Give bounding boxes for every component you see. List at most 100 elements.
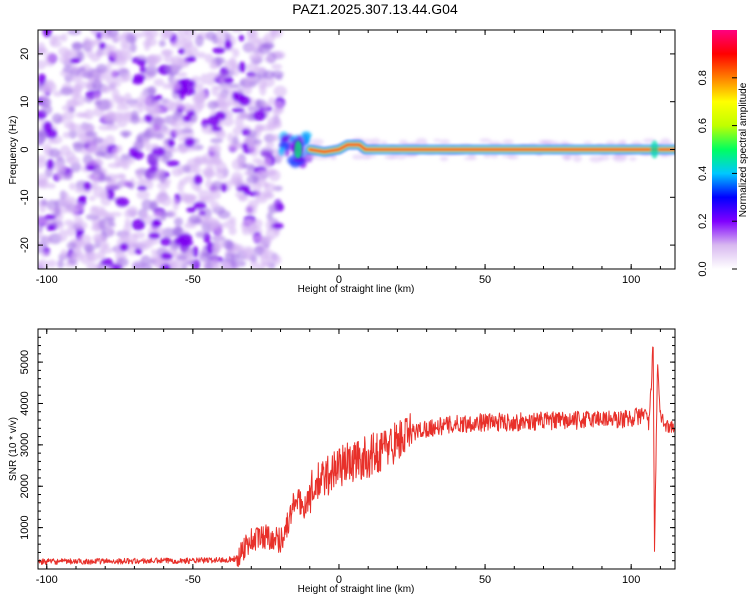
spectrogram-noise-blob xyxy=(192,246,199,258)
spectrogram-noise-blob xyxy=(97,99,111,111)
spectrogram-noise-blob xyxy=(231,253,239,263)
spectrogram-noise-blob xyxy=(234,116,244,129)
spectrogram-noise-blob xyxy=(273,101,284,112)
spectrogram-noise-blob xyxy=(239,111,250,119)
spectrogram-noise-blob xyxy=(91,206,106,213)
spectrogram-haze-blob xyxy=(662,141,674,146)
spectrogram-x-tick-label: 100 xyxy=(622,274,640,286)
spectrogram-noise-blob xyxy=(238,61,246,73)
spectrogram-noise-blob xyxy=(258,43,271,55)
spectrogram-noise-blob xyxy=(57,259,64,269)
spectrogram-noise-blob xyxy=(207,100,219,110)
spectrogram-noise-blob xyxy=(224,59,238,71)
spectrogram-noise-blob xyxy=(257,125,264,131)
spectrogram-haze-blob xyxy=(599,154,610,161)
spectrogram-noise-blob xyxy=(139,239,150,251)
spectrogram-noise-blob xyxy=(170,261,180,268)
spectrogram-noise-blob xyxy=(132,151,144,160)
spectrogram-haze-blob xyxy=(657,141,665,145)
snr-x-tick-label: 100 xyxy=(622,574,640,586)
spectrogram-noise-blob xyxy=(222,116,234,127)
spectrogram-noise-blob xyxy=(131,218,146,231)
spectrogram-noise-blob xyxy=(162,83,171,90)
spectrogram-edge-glow-0 xyxy=(294,140,303,159)
spectrogram-noise-blob xyxy=(152,143,159,149)
spectrogram-noise-blob xyxy=(268,97,276,106)
spectrogram-noise-blob xyxy=(101,176,113,182)
snr-x-axis-label: Height of straight line (km) xyxy=(298,584,415,595)
spectrogram-noise-blob xyxy=(153,116,164,126)
spectrogram-noise-blob xyxy=(111,88,120,99)
spectrogram-noise-blob xyxy=(61,192,70,199)
spectrogram-noise-blob xyxy=(271,70,284,79)
spectrogram-edge-glow-1 xyxy=(650,140,659,159)
spectrogram-haze-blob xyxy=(629,156,637,161)
spectrogram-noise-blob xyxy=(211,180,224,191)
spectrogram-haze-blob xyxy=(315,156,329,160)
spectrogram-noise-blob xyxy=(225,69,234,78)
spectrogram-noise-blob xyxy=(179,147,187,154)
spectrogram-noise-blob xyxy=(273,85,287,98)
spectrogram-noise-blob xyxy=(58,229,68,242)
spectrogram-noise-blob xyxy=(104,111,117,123)
spectrogram-noise-blob xyxy=(149,200,158,211)
spectrogram-haze-blob xyxy=(507,154,519,160)
spectrogram-y-tick-label: 20 xyxy=(19,48,31,60)
spectrogram-noise-blob xyxy=(60,86,74,96)
spectrogram-noise-blob xyxy=(68,122,76,132)
spectrogram-noise-blob xyxy=(65,226,77,237)
spectrogram-noise-blob xyxy=(207,115,220,127)
spectrogram-noise-blob xyxy=(178,60,191,67)
spectrogram-noise-blob xyxy=(106,124,119,131)
spectrogram-noise-blob xyxy=(241,143,249,150)
spectrogram-x-tick-label: 50 xyxy=(479,274,491,286)
spectrogram-noise-blob xyxy=(99,191,109,200)
spectrogram-noise-blob xyxy=(134,139,144,151)
spectrogram-noise-blob xyxy=(231,158,245,171)
spectrogram-noise-blob xyxy=(70,64,78,72)
spectrogram-noise-blob xyxy=(80,148,93,155)
spectrogram-noise-blob xyxy=(171,63,179,73)
spectrogram-x-tick-label: -100 xyxy=(36,274,58,286)
spectrogram-noise-blob xyxy=(211,33,219,45)
colorbar-gradient xyxy=(712,30,737,269)
spectrogram-noise-blob xyxy=(112,49,124,61)
spectrogram-transition-blob xyxy=(301,131,312,140)
spectrogram-transition-blob xyxy=(278,146,285,156)
spectrogram-noise-blob xyxy=(186,158,201,169)
snr-x-ticks: -100 -50 0 50 100 xyxy=(36,329,661,586)
spectrogram-noise-blob xyxy=(49,35,57,46)
spectrogram-noise-blob xyxy=(227,132,234,143)
spectrogram-noise-blob xyxy=(125,32,135,44)
spectrogram-noise-blob xyxy=(60,249,68,259)
spectrogram-noise-blob xyxy=(66,241,77,250)
spectrogram-noise-blob xyxy=(156,182,170,190)
spectrogram-noise-blob xyxy=(132,261,145,269)
spectrogram-noise-blob xyxy=(162,151,173,160)
spectrogram-noise-blob xyxy=(119,242,129,252)
spectrogram-haze-blob xyxy=(502,139,514,145)
spectrogram-noise-blob xyxy=(183,49,193,57)
spectrogram-noise-blob xyxy=(116,104,130,111)
spectrogram-noise-blob xyxy=(244,218,254,224)
spectrogram-noise-blob xyxy=(184,137,195,148)
spectrogram-noise-blob xyxy=(193,82,204,91)
spectrogram-noise-blob xyxy=(92,137,104,144)
spectrogram-noise-blob xyxy=(267,54,275,62)
spectrogram-noise-blob xyxy=(195,100,206,110)
spectrogram-noise-blob xyxy=(38,73,47,85)
spectrogram-noise-blob xyxy=(144,65,159,77)
spectrogram-noise-blob xyxy=(210,156,222,165)
spectrogram-haze-blob xyxy=(352,154,364,160)
spectrogram-noise-blob xyxy=(176,254,188,261)
spectrogram-noise-blob xyxy=(137,185,148,191)
spectrogram-noise-blob xyxy=(76,130,88,138)
spectrogram-noise-blob xyxy=(247,129,257,138)
spectrogram-noise-blob xyxy=(214,241,226,249)
spectrogram-haze-blob xyxy=(421,141,428,146)
spectrogram-noise-blob xyxy=(136,59,147,67)
spectrogram-noise-blob xyxy=(133,231,146,239)
spectrogram-noise-blob xyxy=(182,115,192,123)
spectrogram-noise-blob xyxy=(270,134,281,142)
spectrogram-noise-blob xyxy=(106,49,115,57)
